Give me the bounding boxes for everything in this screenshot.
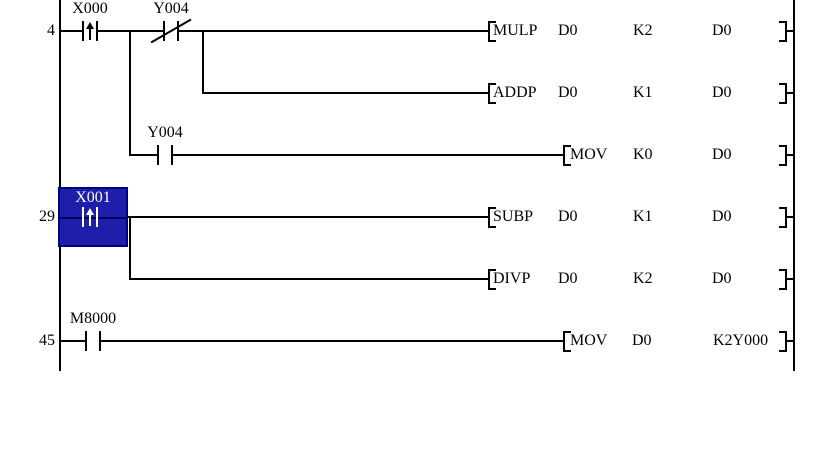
contact-bar xyxy=(96,207,98,227)
instruction-operand: K0 xyxy=(633,146,653,163)
instruction-operand: D0 xyxy=(558,84,578,101)
instruction-operand: D0 xyxy=(558,22,578,39)
rising-edge-arrow-icon xyxy=(85,208,95,226)
contact-gap xyxy=(87,338,99,344)
bracket-rail-stub xyxy=(787,278,793,280)
instruction-operand: D0 xyxy=(632,332,652,349)
instruction-close-bracket xyxy=(779,269,787,290)
instruction-operand: K2 xyxy=(633,270,653,287)
instruction-close-bracket xyxy=(779,331,787,352)
contact-bar xyxy=(85,331,87,351)
instruction-close-bracket xyxy=(779,207,787,228)
selection-cursor-cell[interactable]: X001 xyxy=(58,187,128,247)
contact-bar xyxy=(96,21,98,41)
instruction-operand: D0 xyxy=(712,270,732,287)
branch-drop-line xyxy=(129,216,131,279)
instruction-open-bracket xyxy=(563,145,571,166)
contact-y004-normally-open[interactable] xyxy=(153,145,177,165)
instruction-operand: K1 xyxy=(633,208,653,225)
instruction-operand: K2Y000 xyxy=(713,332,769,349)
left-power-rail xyxy=(59,0,61,371)
instruction-mnemonic: MULP xyxy=(493,22,538,39)
instruction-open-bracket xyxy=(488,269,496,290)
contact-x000-rising-edge[interactable] xyxy=(78,21,102,41)
contact-bar xyxy=(171,145,173,165)
instruction-open-bracket xyxy=(488,21,496,42)
branch-drop-line xyxy=(129,30,131,155)
instruction-mnemonic: ADDP xyxy=(493,84,537,101)
instruction-operand: K1 xyxy=(633,84,653,101)
instruction-operand: D0 xyxy=(712,22,732,39)
instruction-operand: D0 xyxy=(712,146,732,163)
step-number: 45 xyxy=(39,332,55,349)
instruction-operand: D0 xyxy=(712,84,732,101)
instruction-close-bracket xyxy=(779,21,787,42)
instruction-operand: D0 xyxy=(712,208,732,225)
contact-bar xyxy=(99,331,101,351)
rung-line xyxy=(128,216,489,218)
contact-bar xyxy=(82,21,84,41)
contact-y004-normally-closed[interactable] xyxy=(150,18,192,44)
instruction-close-bracket xyxy=(779,145,787,166)
contact-m8000-normally-open[interactable] xyxy=(81,331,105,351)
device-label: Y004 xyxy=(153,0,189,17)
instruction-open-bracket xyxy=(488,83,496,104)
rung-line xyxy=(59,30,489,32)
rung-line-in-cell xyxy=(60,217,126,219)
instruction-mnemonic: MOV xyxy=(570,146,608,163)
bracket-rail-stub xyxy=(787,340,793,342)
step-number: 29 xyxy=(39,208,55,225)
instruction-mnemonic: MOV xyxy=(570,332,608,349)
contact-bar xyxy=(82,207,84,227)
right-power-rail xyxy=(793,0,795,371)
bracket-rail-stub xyxy=(787,216,793,218)
bracket-rail-stub xyxy=(787,92,793,94)
bracket-rail-stub xyxy=(787,154,793,156)
contact-x001-rising-edge[interactable] xyxy=(78,207,102,227)
instruction-mnemonic: SUBP xyxy=(493,208,534,225)
instruction-operand: D0 xyxy=(558,208,578,225)
contact-bar xyxy=(157,145,159,165)
rung-line xyxy=(59,340,564,342)
instruction-close-bracket xyxy=(779,83,787,104)
instruction-open-bracket xyxy=(488,207,496,228)
device-label: M8000 xyxy=(69,310,117,327)
branch-drop-line xyxy=(202,30,204,93)
step-number: 4 xyxy=(47,22,55,39)
device-label: X001 xyxy=(75,189,111,206)
contact-gap xyxy=(159,152,171,158)
contact-bar xyxy=(177,21,179,41)
rising-edge-arrow-icon xyxy=(85,22,95,40)
device-label: Y004 xyxy=(147,124,183,141)
contact-bar xyxy=(163,21,165,41)
branch-line xyxy=(129,154,564,156)
instruction-mnemonic: DIVP xyxy=(493,270,531,287)
instruction-operand: K2 xyxy=(633,22,653,39)
branch-line xyxy=(129,278,489,280)
instruction-operand: D0 xyxy=(558,270,578,287)
instruction-open-bracket xyxy=(563,331,571,352)
branch-line xyxy=(202,92,489,94)
bracket-rail-stub xyxy=(787,30,793,32)
device-label: X000 xyxy=(72,0,108,17)
